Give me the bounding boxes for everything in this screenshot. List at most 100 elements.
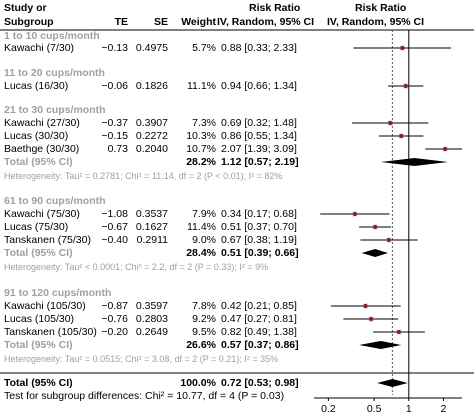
study-se: 0.3537: [135, 208, 168, 220]
study-name: Tanskanen (75/30): [4, 234, 91, 246]
group-title: 61 to 90 cups/month: [4, 195, 106, 207]
point-estimate: [403, 84, 408, 88]
group-title: 21 to 30 cups/month: [4, 104, 106, 116]
point-estimate: [400, 46, 405, 50]
point-estimate: [352, 212, 357, 216]
subgroup-test-text: Test for subgroup differences: Chi² = 10…: [4, 390, 285, 402]
study-se: 0.3907: [135, 117, 168, 129]
study-ci: 0.47 [0.27; 0.81]: [221, 313, 297, 325]
study-name: Kawachi (75/30): [4, 208, 80, 220]
study-se: 0.4975: [135, 42, 168, 54]
x-tick-label: 2: [441, 403, 447, 415]
point-estimate: [369, 317, 374, 321]
study-name: Kawachi (7/30): [4, 42, 75, 54]
x-tick-label: 0.2: [321, 403, 336, 415]
study-te: −0.06: [101, 80, 128, 92]
study-ci: 0.94 [0.66; 1.34]: [221, 80, 297, 92]
study-name: Lucas (16/30): [4, 80, 69, 92]
pooled-diamond: [380, 158, 448, 166]
study-ci: 0.42 [0.21; 0.85]: [221, 300, 297, 312]
study-weight: 7.8%: [192, 300, 216, 312]
header-weight: Weight: [181, 16, 216, 28]
study-name: Lucas (30/30): [4, 130, 69, 142]
heterogeneity-text: Heterogeneity: Tau² = 0.2781; Chi² = 11.…: [4, 171, 283, 181]
header-se: SE: [153, 16, 168, 28]
point-estimate: [443, 147, 448, 151]
study-se: 0.1627: [135, 221, 168, 233]
subgroup-total-label: Total (95% CI): [4, 339, 73, 351]
point-estimate: [363, 304, 368, 308]
group-title: 91 to 120 cups/month: [4, 287, 112, 299]
study-se: 0.2803: [135, 313, 168, 325]
header-risk-ratio: Risk Ratio: [249, 2, 301, 14]
header-te: TE: [114, 16, 128, 28]
study-te: −0.87: [101, 300, 128, 312]
study-weight: 9.0%: [192, 234, 216, 246]
overall-total-label: Total (95% CI): [4, 377, 73, 389]
overall-total-weight: 100.0%: [180, 377, 216, 389]
study-te: −0.40: [101, 234, 128, 246]
header-ci-plot: IV, Random, 95% CI: [327, 16, 425, 28]
group-title: 11 to 20 cups/month: [4, 67, 105, 79]
study-ci: 0.67 [0.38; 1.19]: [221, 234, 297, 246]
study-se: 0.1826: [135, 80, 168, 92]
study-te: 0.73: [107, 143, 128, 155]
subgroup-total-weight: 28.4%: [186, 247, 216, 259]
study-weight: 11.1%: [187, 80, 216, 92]
study-name: Lucas (105/30): [4, 313, 75, 325]
study-te: −0.67: [101, 221, 128, 233]
point-estimate: [396, 330, 401, 334]
study-se: 0.2911: [136, 234, 168, 246]
study-ci: 0.88 [0.33; 2.33]: [221, 42, 297, 54]
header-risk-ratio-plot: Risk Ratio: [355, 2, 407, 14]
header-study: Study or: [4, 2, 47, 14]
heterogeneity-text: Heterogeneity: Tau² = 0.0515; Chi² = 3.0…: [4, 354, 279, 364]
point-estimate: [373, 225, 378, 229]
overall-total-ci: 0.72 [0.53; 0.98]: [221, 377, 299, 389]
study-name: Kawachi (27/30): [4, 117, 80, 129]
study-ci: 0.86 [0.55; 1.34]: [221, 130, 297, 142]
study-name: Lucas (75/30): [4, 221, 69, 233]
study-name: Tanskanen (105/30): [4, 326, 97, 338]
study-weight: 10.7%: [186, 143, 216, 155]
study-ci: 2.07 [1.39; 3.09]: [221, 143, 297, 155]
study-weight: 7.9%: [192, 208, 216, 220]
pooled-diamond: [359, 341, 402, 349]
study-ci: 0.34 [0.17; 0.68]: [221, 208, 297, 220]
study-te: −0.15: [101, 130, 128, 142]
study-se: 0.2649: [135, 326, 168, 338]
study-weight: 9.5%: [192, 326, 216, 338]
study-se: 0.3597: [135, 300, 168, 312]
study-te: −1.08: [101, 208, 128, 220]
subgroup-total-label: Total (95% CI): [4, 247, 73, 259]
study-weight: 10.3%: [186, 130, 216, 142]
study-ci: 0.51 [0.37; 0.70]: [221, 221, 297, 233]
point-estimate: [399, 134, 404, 138]
study-se: 0.2040: [135, 143, 168, 155]
study-te: −0.76: [101, 313, 128, 325]
study-te: −0.37: [101, 117, 128, 129]
study-name: Kawachi (105/30): [4, 300, 86, 312]
study-name: Baethge (30/30): [4, 143, 80, 155]
study-se: 0.2272: [135, 130, 168, 142]
study-te: −0.13: [101, 42, 128, 54]
subgroup-total-ci: 0.51 [0.39; 0.66]: [221, 247, 299, 259]
study-weight: 9.2%: [192, 313, 216, 325]
x-tick-label: 0.5: [367, 403, 382, 415]
study-te: −0.20: [101, 326, 128, 338]
study-weight: 7.3%: [192, 117, 216, 129]
study-weight: 5.7%: [192, 42, 216, 54]
pooled-diamond: [377, 379, 408, 387]
subgroup-total-ci: 0.57 [0.37; 0.86]: [221, 339, 299, 351]
x-tick-label: 1: [406, 403, 412, 415]
group-title: 1 to 10 cups/month: [4, 30, 100, 42]
header-ci: IV, Random, 95% CI: [217, 16, 315, 28]
heterogeneity-text: Heterogeneity: Tau² < 0.0001; Chi² = 2.2…: [4, 262, 269, 272]
study-ci: 0.69 [0.32; 1.48]: [221, 117, 297, 129]
study-ci: 0.82 [0.49; 1.38]: [221, 326, 297, 338]
pooled-diamond: [361, 249, 389, 257]
study-weight: 11.4%: [187, 221, 216, 233]
point-estimate: [386, 238, 391, 242]
subgroup-total-weight: 28.2%: [186, 156, 216, 168]
